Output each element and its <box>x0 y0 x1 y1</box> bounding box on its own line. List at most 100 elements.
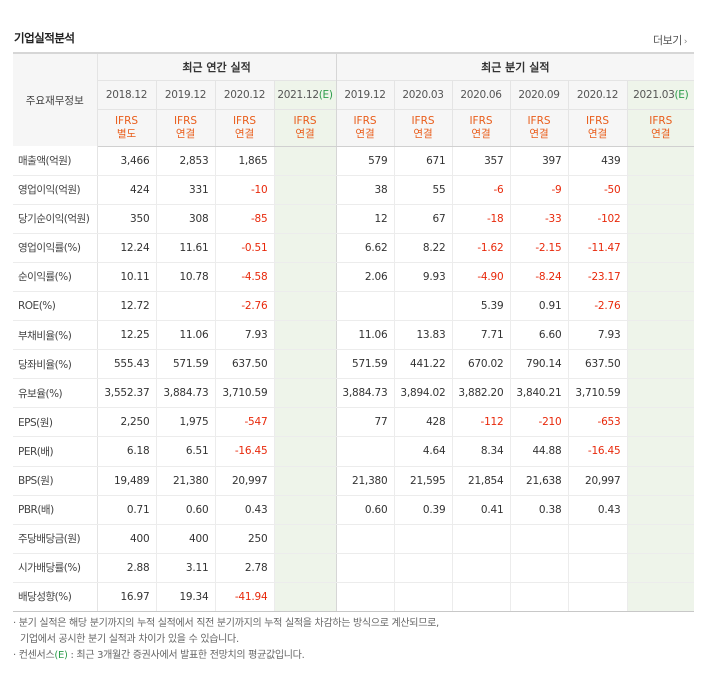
table-cell: -2.15 <box>510 233 568 262</box>
table-cell <box>627 466 694 495</box>
table-cell: -6 <box>452 175 510 204</box>
row-label: 주당배당금(원) <box>13 524 97 553</box>
period-header: 2019.12 <box>156 80 215 109</box>
table-cell: 6.18 <box>97 437 156 466</box>
table-cell: 3,466 <box>97 146 156 175</box>
table-cell: 250 <box>215 524 274 553</box>
table-cell <box>274 262 336 291</box>
table-cell: -85 <box>215 204 274 233</box>
table-cell: -16.45 <box>568 437 627 466</box>
table-cell <box>274 437 336 466</box>
table-cell: 2.88 <box>97 553 156 582</box>
table-cell: 397 <box>510 146 568 175</box>
table-cell: 21,638 <box>510 466 568 495</box>
table-row: PER(배) 6.18 6.51 -16.45 4.64 8.34 44.88 -16.45 <box>13 437 694 466</box>
table-cell <box>394 582 452 611</box>
table-cell: 21,595 <box>394 466 452 495</box>
accounting-standard: IFRS 연결 <box>568 109 627 146</box>
table-cell: 10.78 <box>156 262 215 291</box>
table-cell: 670.02 <box>452 350 510 379</box>
period-header: 2021.03(E) <box>627 80 694 109</box>
table-cell: 0.71 <box>97 495 156 524</box>
table-cell <box>627 408 694 437</box>
table-cell <box>510 582 568 611</box>
annual-group-header: 최근 연간 실적 <box>97 53 336 80</box>
table-cell <box>274 233 336 262</box>
table-cell: 6.51 <box>156 437 215 466</box>
table-cell: -4.90 <box>452 262 510 291</box>
table-cell: 2,853 <box>156 146 215 175</box>
row-label: 순이익률(%) <box>13 262 97 291</box>
table-cell: 0.39 <box>394 495 452 524</box>
accounting-standard: IFRS 연결 <box>156 109 215 146</box>
row-label: 영업이익률(%) <box>13 233 97 262</box>
table-cell <box>627 291 694 320</box>
table-cell <box>627 321 694 350</box>
table-cell <box>627 175 694 204</box>
table-cell <box>274 582 336 611</box>
table-cell <box>627 582 694 611</box>
table-cell: 308 <box>156 204 215 233</box>
table-cell: 0.60 <box>336 495 394 524</box>
table-cell: 9.93 <box>394 262 452 291</box>
table-cell <box>627 553 694 582</box>
table-cell: 671 <box>394 146 452 175</box>
table-cell <box>336 582 394 611</box>
table-cell: 19.34 <box>156 582 215 611</box>
table-cell <box>627 233 694 262</box>
table-cell: -9 <box>510 175 568 204</box>
table-cell: 0.41 <box>452 495 510 524</box>
accounting-standard: IFRS 연결 <box>510 109 568 146</box>
financial-summary-table: 주요재무정보 최근 연간 실적 최근 분기 실적 2018.12 2019.12 2… <box>13 52 694 612</box>
table-cell: 19,489 <box>97 466 156 495</box>
table-cell: 0.38 <box>510 495 568 524</box>
table-cell <box>336 291 394 320</box>
table-cell: 6.60 <box>510 321 568 350</box>
table-cell: -18 <box>452 204 510 233</box>
period-header: 2018.12 <box>97 80 156 109</box>
table-cell <box>627 204 694 233</box>
table-cell: 3,710.59 <box>215 379 274 408</box>
table-cell <box>627 262 694 291</box>
table-cell: 12 <box>336 204 394 233</box>
table-cell: 3,882.20 <box>452 379 510 408</box>
table-cell <box>510 524 568 553</box>
table-cell: 3,894.02 <box>394 379 452 408</box>
table-cell: 55 <box>394 175 452 204</box>
table-row: 주당배당금(원) 400 400 250 <box>13 524 694 553</box>
quarter-group-header: 최근 분기 실적 <box>336 53 694 80</box>
table-cell: 2.78 <box>215 553 274 582</box>
table-cell: -2.76 <box>215 291 274 320</box>
table-cell: 38 <box>336 175 394 204</box>
more-link[interactable]: 더보기 › <box>653 32 687 48</box>
table-cell <box>274 379 336 408</box>
period-header: 2020.03 <box>394 80 452 109</box>
accounting-standard: IFRS 연결 <box>394 109 452 146</box>
chevron-right-icon: › <box>684 37 687 47</box>
table-cell <box>627 379 694 408</box>
table-cell <box>274 204 336 233</box>
table-cell: 6.62 <box>336 233 394 262</box>
row-label: 매출액(억원) <box>13 146 97 175</box>
note-consensus: · 컨센서스(E) : 최근 3개월간 증권사에서 발표한 전망치의 평균값입니… <box>13 648 439 664</box>
table-cell: 3,884.73 <box>156 379 215 408</box>
accounting-standard: IFRS 연결 <box>274 109 336 146</box>
table-cell: 3,840.21 <box>510 379 568 408</box>
table-cell: -10 <box>215 175 274 204</box>
table-cell: 400 <box>97 524 156 553</box>
table-cell: -0.51 <box>215 233 274 262</box>
table-cell <box>336 437 394 466</box>
table-cell <box>452 582 510 611</box>
table-cell <box>568 582 627 611</box>
table-cell <box>156 291 215 320</box>
table-cell <box>274 175 336 204</box>
row-label: 부채비율(%) <box>13 321 97 350</box>
table-cell: 790.14 <box>510 350 568 379</box>
table-cell: 1,975 <box>156 408 215 437</box>
table-cell: 571.59 <box>336 350 394 379</box>
row-label: PBR(배) <box>13 495 97 524</box>
table-cell: -16.45 <box>215 437 274 466</box>
table-cell <box>274 146 336 175</box>
row-label: ROE(%) <box>13 291 97 320</box>
row-label: EPS(원) <box>13 408 97 437</box>
